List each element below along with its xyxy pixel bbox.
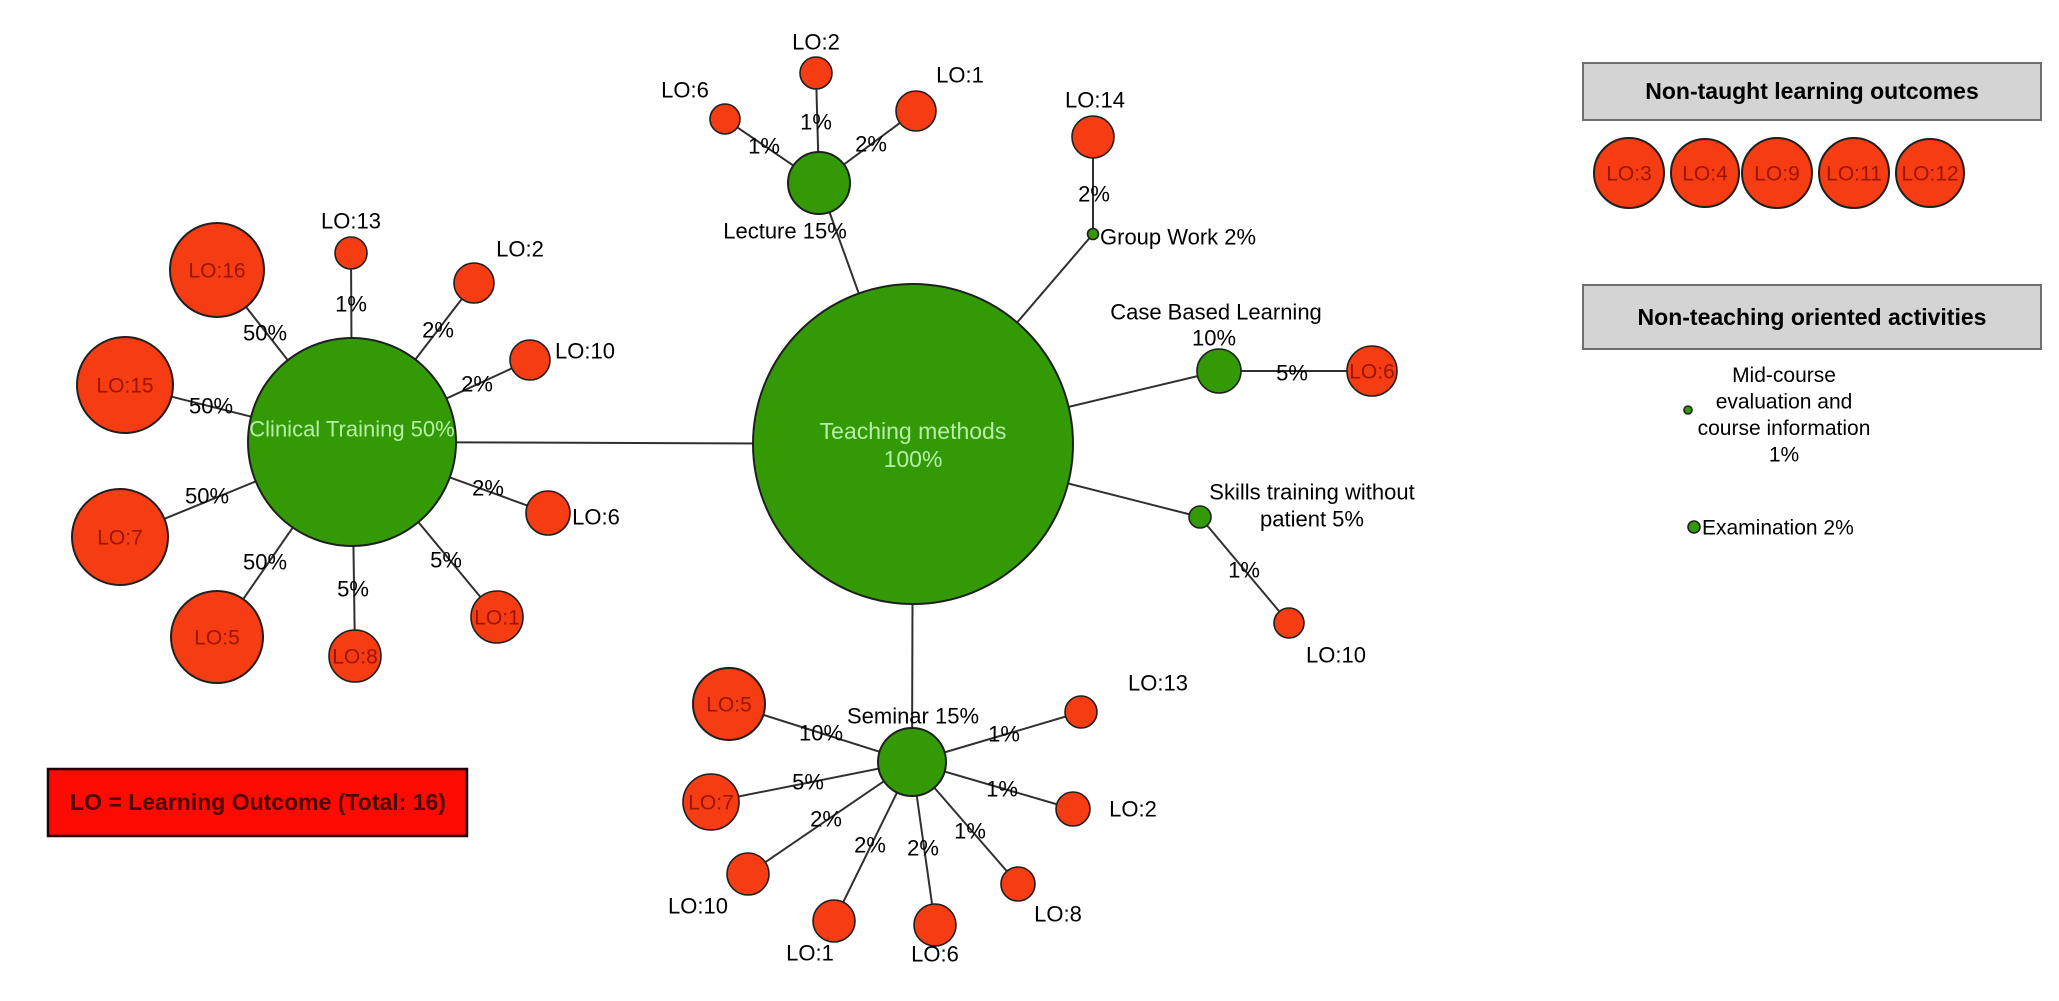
svg-text:LO:6: LO:6: [572, 505, 620, 530]
svg-text:Non-taught learning outcomes: Non-taught learning outcomes: [1645, 78, 1979, 104]
svg-text:50%: 50%: [185, 484, 229, 509]
svg-text:2%: 2%: [810, 807, 842, 832]
svg-text:LO:9: LO:9: [1754, 162, 1800, 185]
svg-text:LO:13: LO:13: [321, 209, 381, 234]
svg-text:100%: 100%: [884, 446, 943, 472]
svg-text:Mid-course: Mid-course: [1732, 364, 1836, 387]
svg-text:LO:6: LO:6: [1349, 360, 1395, 383]
svg-text:1%: 1%: [1228, 558, 1260, 583]
svg-text:LO:7: LO:7: [97, 526, 143, 549]
svg-text:Lecture 15%: Lecture 15%: [723, 219, 847, 244]
svg-text:2%: 2%: [461, 372, 493, 397]
svg-text:5%: 5%: [792, 770, 824, 795]
svg-text:Non-teaching oriented activiti: Non-teaching oriented activities: [1638, 304, 1987, 330]
svg-text:Clinical Training 50%: Clinical Training 50%: [249, 417, 454, 442]
svg-text:2%: 2%: [855, 132, 887, 157]
svg-text:course information: course information: [1698, 417, 1871, 440]
svg-text:LO:10: LO:10: [1306, 643, 1366, 668]
svg-text:LO:14: LO:14: [1065, 88, 1125, 113]
svg-text:LO:3: LO:3: [1606, 162, 1652, 185]
svg-text:LO:15: LO:15: [96, 374, 153, 397]
svg-text:LO:8: LO:8: [332, 645, 378, 668]
svg-text:evaluation and: evaluation and: [1716, 391, 1853, 414]
svg-text:2%: 2%: [472, 476, 504, 501]
svg-text:LO:1: LO:1: [786, 941, 834, 966]
svg-text:Group Work 2%: Group Work 2%: [1100, 225, 1256, 250]
svg-text:Case Based Learning: Case Based Learning: [1110, 300, 1322, 325]
svg-text:LO:12: LO:12: [1901, 162, 1958, 185]
svg-text:LO:5: LO:5: [194, 626, 240, 649]
svg-text:10%: 10%: [799, 721, 843, 746]
svg-text:50%: 50%: [189, 394, 233, 419]
svg-text:2%: 2%: [907, 836, 939, 861]
svg-text:LO:2: LO:2: [496, 237, 544, 262]
svg-text:LO:11: LO:11: [1826, 162, 1882, 185]
svg-text:LO:10: LO:10: [668, 894, 728, 919]
svg-text:LO:6: LO:6: [911, 942, 959, 967]
svg-text:Seminar 15%: Seminar 15%: [847, 704, 979, 729]
svg-text:Teaching methods: Teaching methods: [820, 418, 1007, 444]
svg-text:LO:2: LO:2: [792, 30, 840, 55]
svg-text:5%: 5%: [1276, 361, 1308, 386]
svg-text:Examination 2%: Examination 2%: [1702, 516, 1854, 539]
svg-text:1%: 1%: [335, 292, 367, 317]
svg-text:1%: 1%: [954, 819, 986, 844]
svg-text:1%: 1%: [1769, 444, 1799, 467]
svg-text:1%: 1%: [988, 722, 1020, 747]
svg-text:LO:10: LO:10: [555, 339, 615, 364]
svg-text:LO:1: LO:1: [474, 606, 520, 629]
svg-text:5%: 5%: [337, 577, 369, 602]
svg-text:1%: 1%: [748, 134, 780, 159]
svg-text:LO:5: LO:5: [706, 693, 752, 716]
svg-text:10%: 10%: [1192, 326, 1236, 351]
svg-text:LO:6: LO:6: [661, 78, 709, 103]
svg-text:Skills training without: Skills training without: [1209, 480, 1414, 505]
svg-text:LO:13: LO:13: [1128, 671, 1188, 696]
svg-text:LO:8: LO:8: [1034, 902, 1082, 927]
svg-text:50%: 50%: [243, 321, 287, 346]
svg-text:1%: 1%: [986, 777, 1018, 802]
svg-text:50%: 50%: [243, 550, 287, 575]
svg-text:LO:7: LO:7: [688, 791, 734, 814]
svg-text:LO:2: LO:2: [1109, 797, 1157, 822]
svg-text:1%: 1%: [800, 110, 832, 135]
svg-text:LO:1: LO:1: [936, 63, 984, 88]
svg-text:LO:4: LO:4: [1682, 162, 1728, 185]
svg-text:2%: 2%: [422, 318, 454, 343]
svg-text:5%: 5%: [430, 548, 462, 573]
svg-text:LO:16: LO:16: [188, 259, 245, 282]
svg-text:patient 5%: patient 5%: [1260, 507, 1364, 532]
svg-text:2%: 2%: [854, 833, 886, 858]
svg-text:2%: 2%: [1078, 182, 1110, 207]
svg-text:LO = Learning Outcome (Total:: LO = Learning Outcome (Total: 16): [70, 789, 446, 815]
